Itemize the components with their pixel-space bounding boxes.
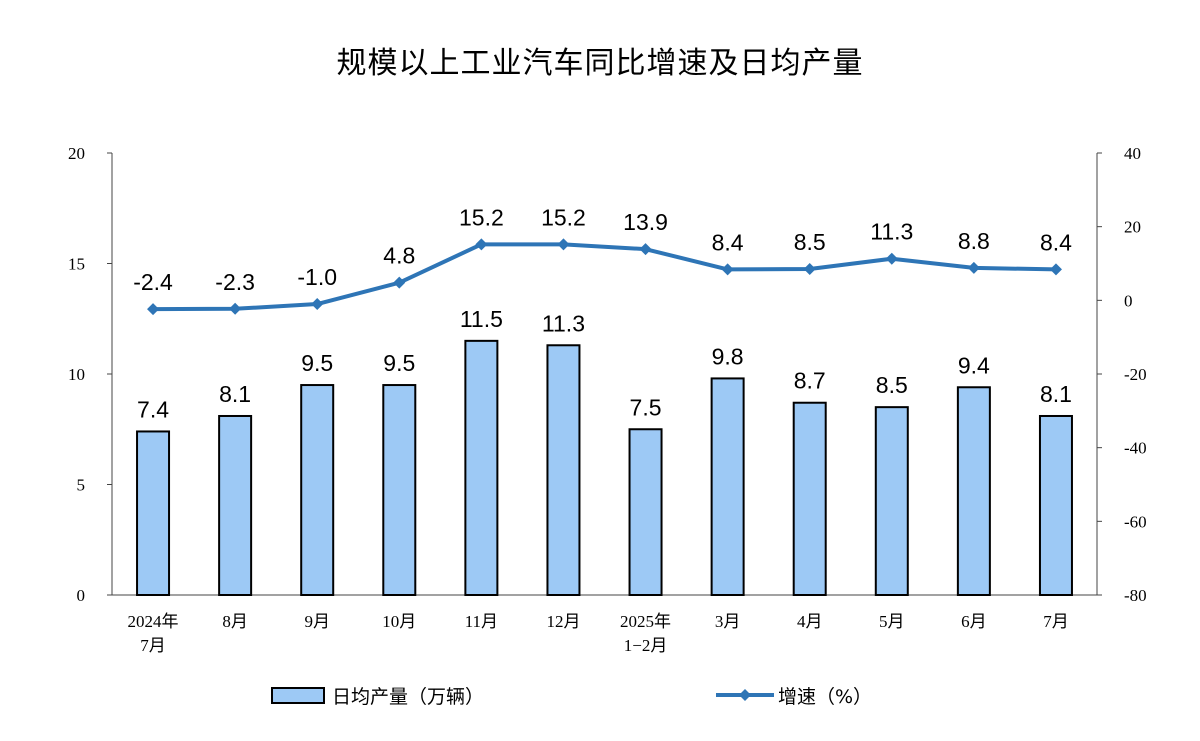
x-axis-tick-label: 10月 — [382, 612, 416, 631]
legend-swatch-bar — [271, 687, 325, 704]
line-point — [475, 238, 488, 251]
line-point — [311, 298, 324, 311]
bar-data-label: 11.3 — [542, 310, 585, 336]
x-axis-tick-label: 2024年 — [128, 612, 179, 631]
line-point — [721, 263, 734, 276]
line-data-label: 13.9 — [623, 209, 668, 235]
left-axis-tick-label: 20 — [68, 144, 85, 163]
growth-line — [153, 242, 1056, 312]
bar-data-label: 9.5 — [301, 350, 333, 376]
line-point — [229, 302, 242, 315]
x-axis-tick-label: 7月 — [1043, 612, 1069, 631]
line-data-label: 4.8 — [383, 243, 415, 269]
x-axis-tick-label: 5月 — [879, 612, 905, 631]
line-data-label: 8.4 — [1040, 229, 1072, 255]
chart-title: 规模以上工业汽车同比增速及日均产量 — [336, 46, 864, 81]
x-axis-tick-label: 3月 — [715, 612, 741, 631]
bar — [382, 384, 417, 596]
line-data-label: 8.8 — [958, 228, 990, 254]
line-point — [639, 243, 652, 256]
x-axis-tick-label: 2025年 — [620, 612, 671, 631]
bar — [710, 377, 745, 597]
bar — [1038, 414, 1073, 596]
legend-label-bars: 日均产量（万辆） — [332, 686, 484, 708]
right-axis-tick-label: -80 — [1124, 586, 1147, 605]
line-point — [393, 276, 406, 289]
line-data-label: 15.2 — [541, 204, 586, 230]
line-data-label: 15.2 — [459, 204, 504, 230]
line-point — [967, 261, 980, 274]
x-axis-tick-label: 12月 — [546, 612, 580, 631]
bar-data-label: 8.1 — [219, 381, 251, 407]
line-data-label: -2.4 — [133, 269, 173, 295]
left-axis-tick-label: 10 — [68, 365, 85, 384]
left-axis-tick-label: 15 — [68, 255, 85, 274]
line-data-label: -2.3 — [215, 269, 255, 295]
x-axis-tick-label: 11月 — [465, 612, 498, 631]
x-axis-tick-label: 8月 — [222, 612, 248, 631]
line-data-label: -1.0 — [297, 264, 337, 290]
line-point — [803, 263, 816, 276]
line-point — [147, 303, 160, 316]
bar-data-label: 8.5 — [876, 372, 908, 398]
bar-data-label: 9.4 — [958, 352, 990, 378]
legend-item-line: 增速（%） — [716, 686, 872, 708]
bar — [628, 428, 663, 596]
left-axis-tick-label: 0 — [77, 586, 86, 605]
left-axis-tick-label: 5 — [77, 476, 86, 495]
bar-data-label: 7.4 — [137, 396, 169, 422]
right-axis-tick-label: 40 — [1124, 144, 1141, 163]
x-axis-tick-label: 6月 — [961, 612, 987, 631]
bar — [464, 339, 499, 596]
bar — [874, 406, 909, 596]
x-axis-tick-label: 7月 — [140, 636, 166, 655]
bar-data-label: 11.5 — [460, 306, 503, 332]
legend-label-line: 增速（%） — [778, 686, 872, 708]
line-data-label: 8.4 — [712, 229, 744, 255]
bar — [546, 344, 581, 596]
bar-data-label: 8.7 — [794, 368, 826, 394]
legend-item-bars: 日均产量（万辆） — [271, 686, 484, 708]
line-point — [885, 252, 898, 265]
right-axis-tick-label: 20 — [1124, 218, 1141, 237]
line-point — [1049, 263, 1062, 276]
right-axis-tick-label: 0 — [1124, 291, 1133, 310]
x-axis-tick-label: 1−2月 — [624, 636, 668, 655]
bar-data-label: 7.5 — [630, 394, 662, 420]
right-axis-tick-label: -20 — [1124, 365, 1147, 384]
bars-layer — [136, 339, 1073, 597]
bar — [956, 386, 991, 597]
labels-layer: 7.4 8.1 9.5 9.5 11.5 11.3 7.5 9.8 8.7 8.5 9.4 8.1 -2… — [133, 204, 1072, 422]
bar — [300, 384, 335, 596]
bar-data-label: 9.5 — [383, 350, 415, 376]
line-point — [557, 238, 570, 251]
legend-swatch-marker — [739, 689, 751, 701]
bar — [792, 401, 827, 597]
bar-data-label: 9.8 — [712, 343, 744, 369]
line-layer — [147, 238, 1062, 316]
line-data-label: 11.3 — [870, 219, 913, 245]
bar — [136, 430, 171, 596]
right-axis-tick-label: -60 — [1124, 512, 1147, 531]
bar-data-label: 8.1 — [1040, 381, 1072, 407]
line-data-label: 8.5 — [794, 229, 826, 255]
x-axis-tick-label: 4月 — [797, 612, 823, 631]
bar — [218, 414, 253, 596]
legend: 日均产量（万辆） 增速（%） — [271, 686, 872, 708]
axes: 0 5 10 15 20 -80 -60 -40 -20 0 20 40 2024年 7月 8月 9月 10月 1… — [68, 144, 1147, 655]
x-axis-tick-label: 9月 — [304, 612, 330, 631]
right-axis-tick-label: -40 — [1124, 439, 1147, 458]
